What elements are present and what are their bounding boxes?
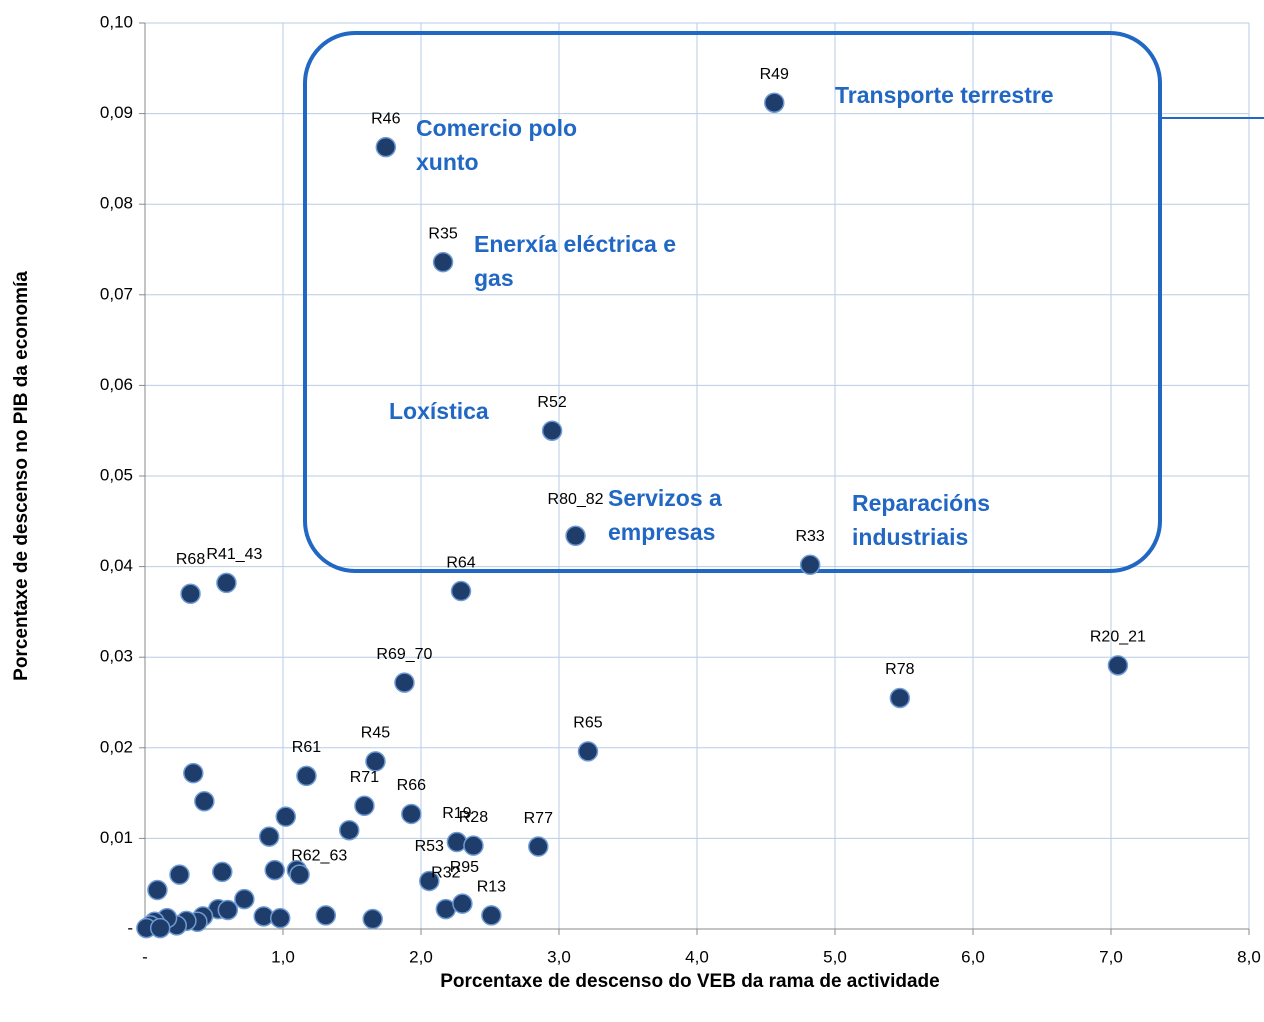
point — [217, 899, 239, 921]
x-tick-label: 5,0 — [823, 947, 847, 966]
annotation: Reparacións — [852, 490, 990, 516]
point-label: R53 — [415, 838, 444, 855]
point — [216, 572, 237, 594]
point-label: R68 — [176, 551, 205, 568]
point — [149, 917, 171, 939]
point — [1107, 655, 1129, 676]
point — [183, 762, 204, 784]
x-tick-label: 7,0 — [1099, 947, 1123, 966]
point — [258, 826, 280, 847]
point — [354, 795, 375, 817]
annotation: empresas — [608, 519, 715, 545]
point — [450, 580, 472, 602]
y-tick-label: 0,08 — [100, 194, 133, 213]
point — [180, 583, 201, 605]
x-tick-label: 1,0 — [271, 947, 295, 966]
point-label: R20_21 — [1090, 629, 1146, 646]
point-label: R49 — [760, 66, 789, 83]
point — [289, 864, 310, 885]
point-label: R80_82 — [548, 491, 604, 508]
point — [463, 835, 484, 856]
point — [212, 861, 233, 883]
point-label: R33 — [795, 528, 824, 545]
x-tick-label: 2,0 — [409, 947, 433, 966]
annotation: Servizos a — [608, 485, 722, 511]
x-tick-label: 3,0 — [547, 947, 571, 966]
point — [375, 136, 397, 158]
point-label: R62_63 — [291, 847, 347, 864]
point-label: R61 — [292, 739, 321, 756]
point-label: R13 — [477, 879, 506, 896]
point-label: R45 — [361, 725, 390, 742]
annotation: Loxística — [389, 398, 489, 424]
point — [147, 879, 168, 901]
y-tick-label: 0,05 — [100, 465, 133, 484]
point-label: R28 — [459, 809, 488, 826]
y-tick-label: 0,03 — [100, 647, 133, 666]
point-label: R41_43 — [206, 546, 262, 563]
point-label: R19 — [442, 805, 471, 822]
point — [799, 554, 821, 576]
point-label: R46 — [371, 110, 400, 127]
annotation: Comercio polo — [416, 115, 577, 141]
point — [432, 251, 454, 273]
point-label: R52 — [537, 394, 566, 411]
point — [365, 751, 386, 772]
point-label: R66 — [397, 777, 426, 794]
x-tick-label: 8,0 — [1237, 947, 1261, 966]
annotation: gas — [474, 265, 514, 291]
point — [362, 908, 383, 930]
x-axis-title: Porcentaxe de descenso do VEB da rama de… — [440, 971, 939, 992]
y-tick-label: - — [127, 918, 133, 937]
point-label: R77 — [524, 810, 553, 827]
y-tick-label: 0,01 — [100, 828, 133, 847]
highlight-box — [303, 31, 1162, 573]
point — [275, 806, 297, 827]
point — [889, 687, 911, 709]
point — [481, 905, 502, 926]
point — [315, 905, 337, 926]
point — [194, 791, 215, 812]
point — [169, 864, 190, 885]
point — [264, 859, 285, 881]
y-tick-label: 0,10 — [100, 12, 133, 31]
point-label: R35 — [428, 225, 457, 242]
annotation: industriais — [852, 524, 968, 550]
grid — [139, 22, 1250, 935]
y-tick-label: 0,02 — [100, 737, 133, 756]
x-tick-label: 4,0 — [685, 947, 709, 966]
point-label: R65 — [573, 715, 602, 732]
y-tick-label: 0,09 — [100, 103, 133, 122]
annotation: Transporte terrestre — [835, 82, 1054, 108]
x-tick-label: - — [142, 947, 148, 966]
point-label: R69_70 — [376, 646, 432, 663]
point-label: R78 — [885, 661, 914, 678]
point — [764, 92, 785, 113]
point-label: R32 — [431, 864, 460, 881]
point — [446, 831, 468, 853]
point-label: R71 — [350, 769, 379, 786]
x-tick-label: 6,0 — [961, 947, 985, 966]
y-tick-label: 0,04 — [100, 556, 133, 575]
point — [269, 907, 291, 929]
point-label: R95 — [450, 859, 479, 876]
point — [401, 803, 422, 825]
point — [452, 893, 473, 914]
point — [419, 870, 440, 892]
point — [565, 525, 586, 547]
y-tick-label: 0,06 — [100, 375, 133, 394]
point — [394, 672, 415, 693]
annotation: xunto — [416, 149, 479, 175]
y-axis-title: Porcentaxe de descenso no PIB da economí… — [11, 271, 32, 681]
point — [577, 741, 599, 762]
point — [296, 765, 317, 787]
point — [234, 888, 255, 910]
point-label: R64 — [446, 554, 475, 571]
annotation: Enerxía eléctrica e — [474, 231, 676, 257]
point — [338, 819, 360, 841]
point — [541, 420, 563, 441]
point — [528, 836, 549, 857]
y-tick-label: 0,07 — [100, 284, 133, 303]
